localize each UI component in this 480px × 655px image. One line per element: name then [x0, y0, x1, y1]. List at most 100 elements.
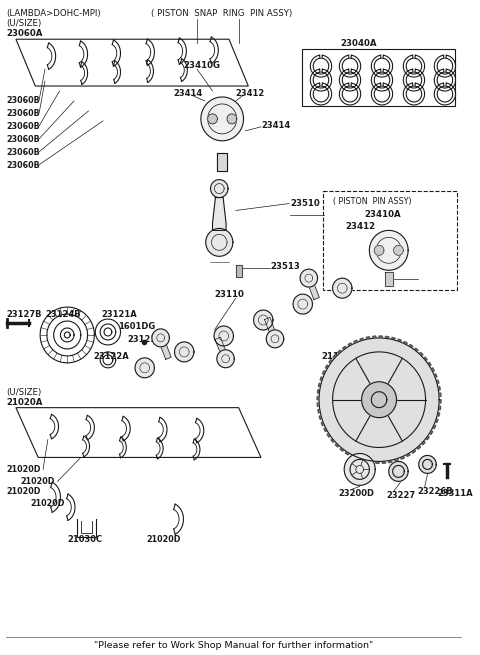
Polygon shape	[348, 343, 352, 346]
Text: 21030C: 21030C	[67, 535, 102, 544]
Text: 23513: 23513	[271, 262, 300, 271]
Text: 23412: 23412	[345, 223, 375, 231]
Polygon shape	[361, 382, 396, 418]
Text: 23060B: 23060B	[6, 148, 40, 157]
Polygon shape	[434, 374, 437, 377]
Polygon shape	[389, 461, 408, 481]
Text: 21020A: 21020A	[6, 398, 43, 407]
Polygon shape	[407, 453, 410, 457]
Text: 23410G: 23410G	[183, 61, 220, 70]
Text: 23311A: 23311A	[437, 489, 473, 498]
Polygon shape	[430, 430, 433, 434]
Text: 23060B: 23060B	[6, 160, 40, 170]
Polygon shape	[208, 114, 217, 124]
Text: 21020D: 21020D	[30, 499, 65, 508]
Text: 23060B: 23060B	[6, 96, 40, 105]
Text: ( PISTON  PIN ASSY): ( PISTON PIN ASSY)	[333, 196, 411, 206]
Polygon shape	[331, 439, 335, 442]
Polygon shape	[426, 436, 429, 440]
Polygon shape	[319, 416, 322, 419]
Text: (U/SIZE): (U/SIZE)	[6, 19, 41, 28]
Polygon shape	[317, 390, 320, 393]
Polygon shape	[325, 365, 329, 369]
Text: 23127B: 23127B	[6, 310, 42, 319]
Text: 23060B: 23060B	[6, 135, 40, 144]
Text: 23060B: 23060B	[6, 122, 40, 131]
Polygon shape	[317, 403, 319, 406]
Text: 23226B: 23226B	[418, 487, 454, 496]
Polygon shape	[206, 229, 233, 256]
Polygon shape	[376, 461, 379, 464]
Polygon shape	[211, 179, 228, 198]
Polygon shape	[374, 246, 384, 255]
Polygon shape	[253, 310, 273, 330]
Text: 23125: 23125	[127, 335, 156, 344]
Polygon shape	[337, 350, 341, 354]
Polygon shape	[385, 272, 393, 286]
Polygon shape	[217, 350, 234, 367]
Polygon shape	[392, 337, 395, 340]
Polygon shape	[404, 341, 407, 345]
Polygon shape	[421, 441, 425, 445]
Polygon shape	[335, 443, 339, 447]
Polygon shape	[333, 354, 336, 358]
Polygon shape	[414, 348, 418, 352]
Polygon shape	[438, 406, 441, 409]
Polygon shape	[321, 422, 324, 426]
Text: 23412: 23412	[236, 89, 265, 98]
Polygon shape	[424, 357, 427, 361]
Polygon shape	[343, 346, 347, 350]
Text: 21020D: 21020D	[6, 487, 41, 496]
Polygon shape	[436, 380, 439, 384]
Polygon shape	[354, 340, 358, 343]
Polygon shape	[152, 329, 169, 347]
Polygon shape	[419, 352, 423, 356]
Polygon shape	[409, 345, 413, 348]
Polygon shape	[397, 339, 401, 342]
Polygon shape	[329, 360, 333, 364]
Text: 23040A: 23040A	[340, 39, 377, 48]
Polygon shape	[379, 336, 383, 338]
Polygon shape	[319, 338, 439, 461]
Polygon shape	[317, 396, 319, 400]
Text: 23060B: 23060B	[6, 109, 40, 118]
Polygon shape	[215, 337, 228, 360]
Polygon shape	[324, 428, 327, 432]
Polygon shape	[363, 459, 367, 462]
Polygon shape	[175, 342, 194, 362]
Polygon shape	[372, 336, 376, 338]
Polygon shape	[318, 409, 320, 413]
Polygon shape	[401, 456, 404, 459]
Text: 23410A: 23410A	[364, 210, 401, 219]
Polygon shape	[412, 449, 416, 453]
Polygon shape	[432, 425, 436, 428]
Text: 21121A: 21121A	[321, 352, 358, 361]
Polygon shape	[438, 386, 440, 390]
Text: ( PISTON  SNAP  RING  PIN ASSY): ( PISTON SNAP RING PIN ASSY)	[152, 9, 293, 18]
Polygon shape	[227, 114, 237, 124]
Polygon shape	[344, 453, 375, 485]
Text: 23124B: 23124B	[45, 310, 81, 319]
Text: 23414: 23414	[174, 89, 203, 98]
Polygon shape	[345, 451, 349, 455]
Text: 23510: 23510	[290, 198, 320, 208]
Polygon shape	[395, 458, 398, 461]
Polygon shape	[360, 338, 363, 341]
Polygon shape	[370, 460, 373, 463]
Text: (LAMBDA>DOHC-MPI): (LAMBDA>DOHC-MPI)	[6, 9, 101, 18]
Polygon shape	[351, 455, 355, 458]
Text: 21020D: 21020D	[147, 535, 181, 544]
Text: 21020D: 21020D	[21, 477, 55, 487]
Polygon shape	[417, 445, 420, 449]
Polygon shape	[327, 434, 331, 437]
Polygon shape	[431, 368, 434, 371]
Polygon shape	[323, 371, 325, 375]
Polygon shape	[382, 461, 385, 463]
Polygon shape	[333, 278, 352, 298]
Polygon shape	[300, 269, 318, 287]
Text: 23414: 23414	[261, 121, 290, 130]
Text: 23122A: 23122A	[94, 352, 129, 361]
Text: 23121A: 23121A	[101, 310, 137, 319]
Text: 23200D: 23200D	[338, 489, 374, 498]
Polygon shape	[135, 358, 155, 378]
